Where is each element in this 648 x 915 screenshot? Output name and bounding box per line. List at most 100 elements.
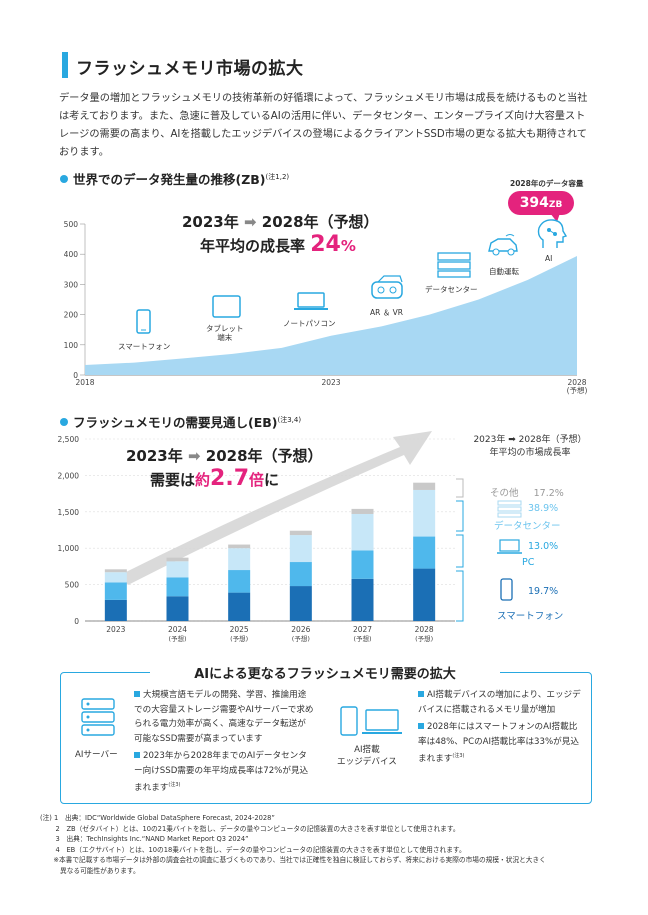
bar-segment [413,482,436,490]
ai-box-title: AIによる更なるフラッシュメモリ需要の拡大 [150,663,500,682]
icon-label-datacenter: データセンター [425,285,478,294]
bar-segment [351,508,374,514]
footnote: 3 出典：TechInsights Inc.“NAND Market Repor… [40,835,249,843]
x-tick-label: 2018 [75,378,94,387]
s2-headline-demand: 需要は約2.7倍に [150,466,280,491]
bar-segment [413,489,436,537]
icon-label-ai: AI [545,254,553,263]
ai-server-label: AIサーバー [75,750,118,760]
icon-label-laptop: ノートパソコン [283,319,336,328]
footnotes: (注) 1 出典：IDC“Worldwide Global DataSphere… [40,813,620,876]
bar-segment [228,570,251,593]
bubble-tail [550,213,560,222]
y-tick-label: 2,500 [58,435,80,444]
y-tick-label: 2,000 [58,471,80,480]
icon-label-tablet: タブレット 端末 [206,324,244,342]
growth-brackets [456,478,464,622]
y-tick-label: 400 [64,250,79,259]
x-tick-label: 2023 [106,625,125,634]
bar-segment [166,596,189,621]
bullet-square [134,752,140,758]
bar-segment [413,568,436,621]
bullet-square [134,691,140,697]
segment-smartphone-rate: 19.7% [528,586,559,597]
footnote: 異なる可能性があります。 [40,866,140,875]
ai-left-bullet-1: 大規模言語モデルの開発、学習、推論用途での大容量ストレージ需要やAIサーバーで求… [134,690,314,744]
y-tick-label: 0 [74,617,79,626]
x-tick-label: 2027 (予想) [353,625,372,643]
bar-segment [351,550,374,579]
segment-pc-rate: 13.0% [528,541,559,552]
ai-server-icon [81,698,115,736]
smartphone-icon [500,578,513,601]
car-icon [488,234,518,256]
bullet-square [418,723,424,729]
vr-headset-icon [371,275,403,299]
y-tick-label: 300 [64,280,79,289]
page-title: フラッシュメモリ市場の拡大 [76,59,304,79]
segment-datacenter-rate: 38.9% [528,503,559,514]
bullet-dot [60,418,68,426]
bar-segment [413,536,436,569]
x-tick-label: 2024 (予想) [168,625,187,643]
ai-right-bullet-1: AI搭載デバイスの増加により、エッジデバイスに搭載されるメモリ量が増加 [418,690,581,715]
x-tick-label: 2026 (予想) [291,625,310,643]
x-tick-label: 2028 (予想) [567,378,588,395]
bar-segment [351,513,374,551]
segment-other: その他 17.2% [490,488,564,499]
bar-segment [104,569,127,573]
bar-segment [166,561,189,578]
bar-segment [228,548,251,571]
y-tick-label: 1,000 [58,544,80,553]
title-accent-bar [62,52,68,78]
capacity-label: 2028年のデータ容量 [510,179,584,188]
ai-right-bullets: AI搭載デバイスの増加により、エッジデバイスに搭載されるメモリ量が増加 2028… [418,688,583,766]
bar-segment [351,578,374,621]
section1-heading: 世界でのデータ発生量の推移(ZB)(注1,2) [60,169,289,188]
y-tick-label: 100 [64,341,79,350]
bar-segment [289,535,312,563]
s1-headline-years: 2023年 ➡ 2028年（予想） [182,213,379,231]
icon-label-smartphone: スマートフォン [118,342,171,351]
x-tick-label: 2025 (予想) [230,625,249,643]
datacenter-icon [497,500,522,518]
bar-segment [228,592,251,621]
bullet-square [418,691,424,697]
ai-right-bullet-2: 2028年にはスマートフォンのAI搭載比率は48%、PCのAI搭載比率は33%が… [418,722,579,764]
data-volume-chart: 0 100 200 300 400 500 2018 2023 2028 (予想) [64,220,588,395]
bar-segment [289,530,312,536]
footnote: 2 ZB（ゼタバイト）とは、10の21乗バイトを指し、データの量やコンピュータの… [40,824,460,833]
smartphone-icon [136,309,151,334]
footnote: ※本書で記載する市場データは外部の調査会社の調査に基づくものであり、当社では正確… [40,856,546,864]
bar-segment [289,586,312,621]
ai-edge-label: AI搭載 エッジデバイス [337,745,397,767]
x-tick-label: 2028 (予想) [415,625,434,643]
footnote: (注) 1 出典：IDC“Worldwide Global DataSphere… [40,814,275,822]
y-tick-label: 200 [64,311,79,320]
segment-pc-name: PC [522,557,535,568]
bar-segment [104,572,127,583]
bar-segment [228,544,251,549]
icon-label-arvr: AR ＆ VR [370,308,403,317]
y-tick-label: 500 [65,581,80,590]
datacenter-icon [437,252,471,278]
capacity-bubble: 394ZB [508,191,574,215]
ai-left-bullets: 大規模言語モデルの開発、学習、推論用途での大容量ストレージ需要やAIサーバーで求… [134,688,314,795]
s1-headline-cagr: 年平均の成長率 24% [200,232,356,257]
bar-segment [166,557,189,562]
x-tick-label: 2023 [321,378,340,387]
area-series [85,256,577,375]
ai-head-icon [537,219,567,248]
flash-demand-chart: 0 500 1,000 1,500 2,000 2,500 2023 2024 (予想) 2025… [58,431,455,643]
tablet-icon [212,295,241,318]
intro-paragraph: データ量の増加とフラッシュメモリの技術革新の好循環によって、フラッシュメモリ市場… [59,93,588,158]
bar-segment [166,577,189,597]
laptop-icon [294,292,328,310]
laptop-icon [497,539,522,554]
segment-smartphone-name: スマートフォン [497,611,564,622]
y-tick-label: 0 [73,371,78,380]
footnote: 4 EB（エクサバイト）とは、10の18乗バイトを指し、データの量やコンピュータ… [40,845,466,854]
s2-headline-years: 2023年 ➡ 2028年（予想） [126,447,323,465]
section2-heading: フラッシュメモリの需要見通し(EB)(注3,4) [60,412,301,431]
bar-segment [104,582,127,600]
